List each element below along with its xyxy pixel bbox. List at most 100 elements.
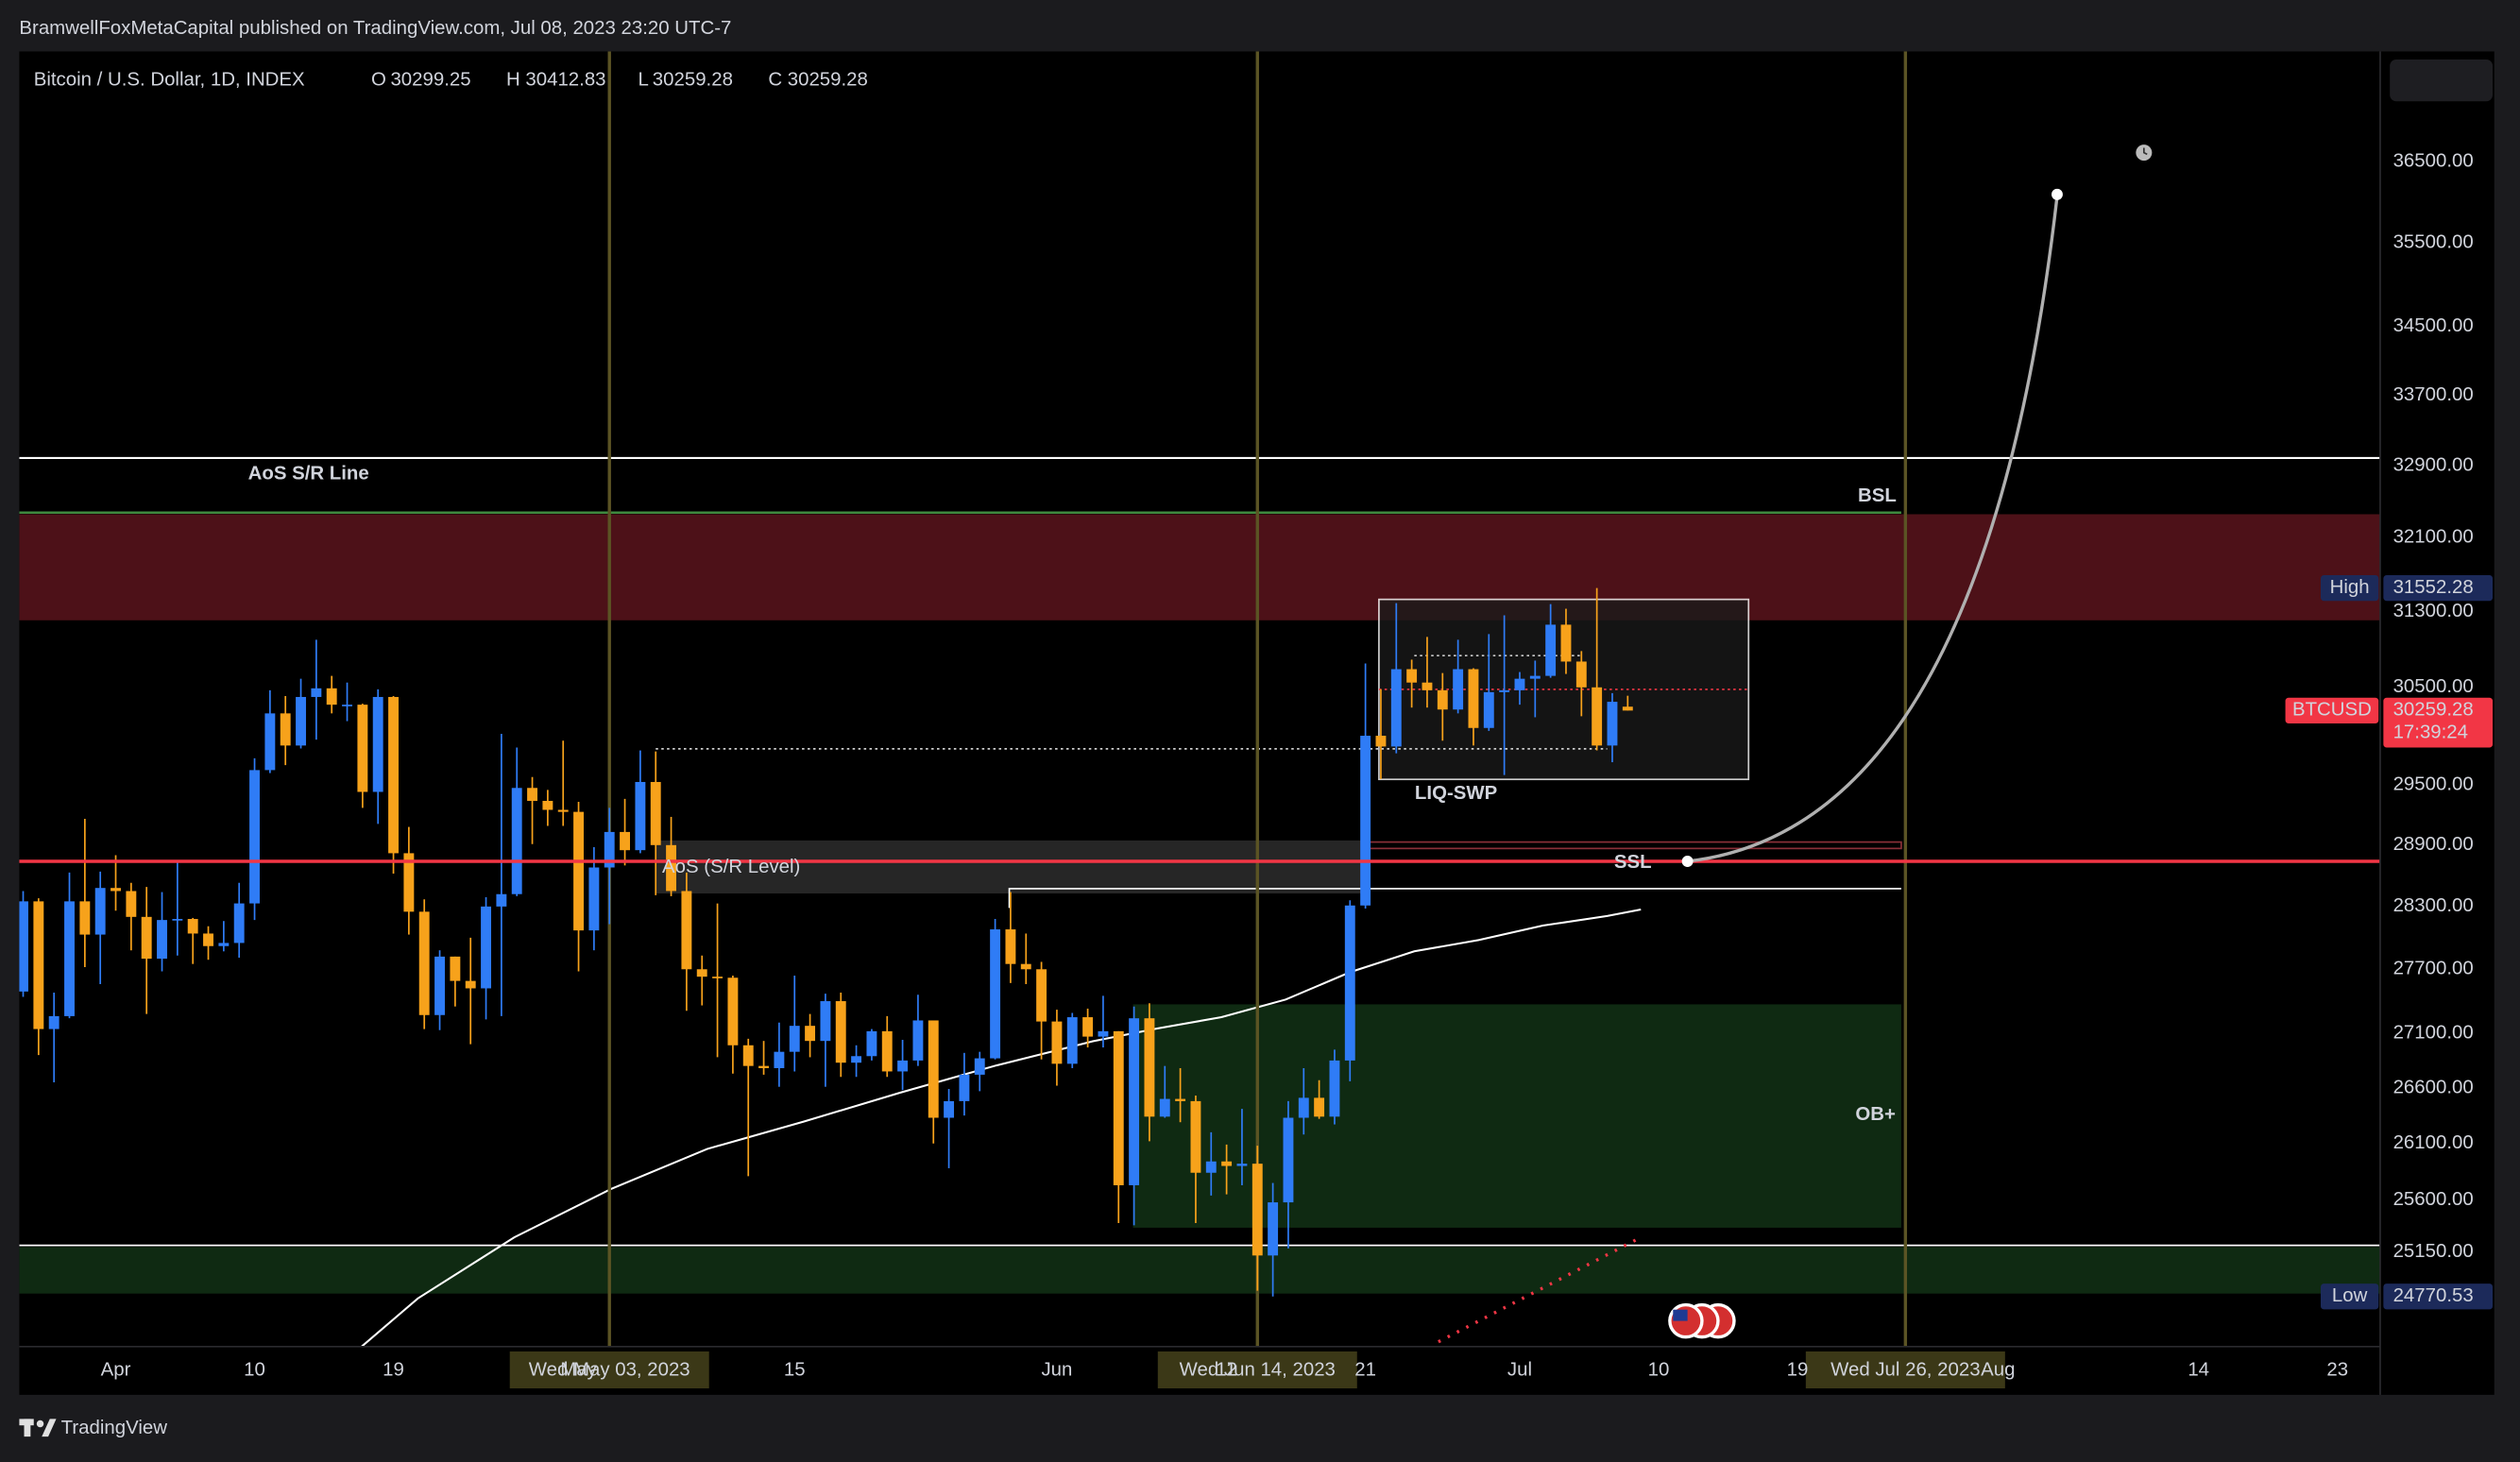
tag-box (2321, 1284, 2379, 1310)
x-tick-label: Jun (1041, 1360, 1072, 1381)
candle-body (1453, 669, 1464, 710)
candle-body (1020, 963, 1031, 970)
ohlc-value: 30259.28 (788, 69, 868, 90)
candle-body (1607, 702, 1618, 746)
candle-body (1221, 1161, 1233, 1166)
candle-body (635, 781, 646, 851)
candle-body (172, 919, 183, 921)
candle-body (1406, 669, 1418, 683)
candle-body (557, 809, 569, 812)
candle-body (64, 901, 75, 1016)
annotation: SSL (1614, 852, 1652, 873)
candle-body (866, 1030, 877, 1057)
logo-mark (42, 1419, 57, 1437)
annotation: AoS S/R Line (248, 463, 369, 484)
candle-body (696, 969, 707, 978)
x-tick-label: 14 (2188, 1360, 2209, 1381)
annotation: BSL (1858, 485, 1897, 506)
y-tick-label: 26100.00 (2393, 1132, 2474, 1153)
tag-value-box (2383, 697, 2494, 748)
candle-body (357, 705, 368, 792)
candle-body (820, 1001, 831, 1042)
ohlc-value: 30259.28 (653, 69, 733, 90)
candle-body (372, 696, 383, 792)
annotation: OB+ (1855, 1104, 1896, 1125)
x-tick-label: 19 (1787, 1360, 1809, 1381)
candle-body (805, 1026, 816, 1042)
candle-body (1113, 1030, 1124, 1185)
tag-value: 24770.53 (2393, 1285, 2474, 1306)
candle-body (1129, 1018, 1140, 1185)
y-tick-label: 35500.00 (2393, 232, 2474, 253)
candle-body (1205, 1161, 1217, 1173)
tag-countdown: 17:39:24 (2393, 722, 2468, 743)
candle-body (1082, 1017, 1094, 1037)
candle-body (249, 770, 260, 904)
candle-body (712, 977, 724, 978)
x-tick-label: 12 (1216, 1360, 1237, 1381)
candle-body (959, 1074, 970, 1101)
date-label-box (1805, 1351, 2005, 1389)
candle-body (1175, 1098, 1186, 1101)
candle-body (1390, 669, 1402, 747)
ohlc-letter: L (639, 69, 649, 90)
x-tick-label: Aug (1981, 1360, 2015, 1381)
logo-mark (24, 1419, 31, 1437)
candle-body (141, 916, 152, 960)
x-tick-label: 21 (1354, 1360, 1376, 1381)
x-tick-label: May (560, 1360, 597, 1381)
candle-body (990, 929, 1001, 1059)
candle-body (311, 688, 322, 697)
candle-body (233, 903, 245, 944)
ohlc-value: 30412.83 (525, 69, 605, 90)
candle-body (573, 811, 584, 931)
overlay: AoS S/R Line BSL AoS (S/R Level) SSL OB+… (19, 144, 2380, 1339)
candle-body (1483, 691, 1494, 728)
order-block (1132, 1004, 1901, 1228)
scale-button[interactable] (2390, 59, 2494, 102)
candle-body (388, 696, 399, 854)
candle-body (511, 788, 522, 894)
candle-body (1051, 1021, 1063, 1064)
candle-body (789, 1026, 800, 1052)
flag-canton (1673, 1309, 1688, 1321)
candle-body (326, 688, 337, 706)
candle-body (1098, 1030, 1109, 1037)
y-tick-label: 28300.00 (2393, 895, 2474, 916)
candle-body (1283, 1117, 1294, 1203)
candle-body (620, 831, 630, 851)
candle-body (542, 800, 553, 810)
candle-body (604, 831, 615, 868)
date-label-box (509, 1351, 709, 1389)
candle-body (1560, 624, 1572, 662)
candle-body (1005, 929, 1016, 964)
brand: TradingView (61, 1418, 168, 1438)
candle-body (1422, 682, 1433, 690)
candle-body (1545, 624, 1557, 676)
x-tick-label: 10 (244, 1360, 265, 1381)
demand-zone (19, 1247, 2380, 1294)
candle-body (774, 1051, 785, 1068)
y-tick-label: 27100.00 (2393, 1023, 2474, 1044)
date-label: Wed Jun 14, 2023 (1180, 1360, 1336, 1381)
candle-body (280, 713, 291, 746)
y-tick-label: 32900.00 (2393, 454, 2474, 475)
tag-label: BTCUSD (2292, 700, 2372, 721)
publish-info: BramwellFoxMetaCapital published on Trad… (19, 18, 731, 39)
candle-body (33, 901, 44, 1029)
candle-body (851, 1056, 862, 1063)
sr-level-zone (656, 840, 1367, 894)
x-tick-label: 19 (383, 1360, 404, 1381)
supply-zone (19, 514, 2380, 620)
candle-body (1298, 1097, 1309, 1118)
candle-body (496, 893, 507, 907)
price-tags: High 31552.28 Low 24770.53 BTCUSD 30259.2817:… (2285, 575, 2494, 1310)
y-tick-label: 31300.00 (2393, 601, 2474, 621)
x-tick-label: Apr (101, 1360, 131, 1381)
candles (19, 587, 1633, 1297)
x-tick-label: 15 (784, 1360, 806, 1381)
candle-body (1329, 1060, 1340, 1117)
candle-body (1622, 706, 1633, 711)
candle-body (1468, 669, 1479, 728)
candle-body (1036, 969, 1047, 1022)
